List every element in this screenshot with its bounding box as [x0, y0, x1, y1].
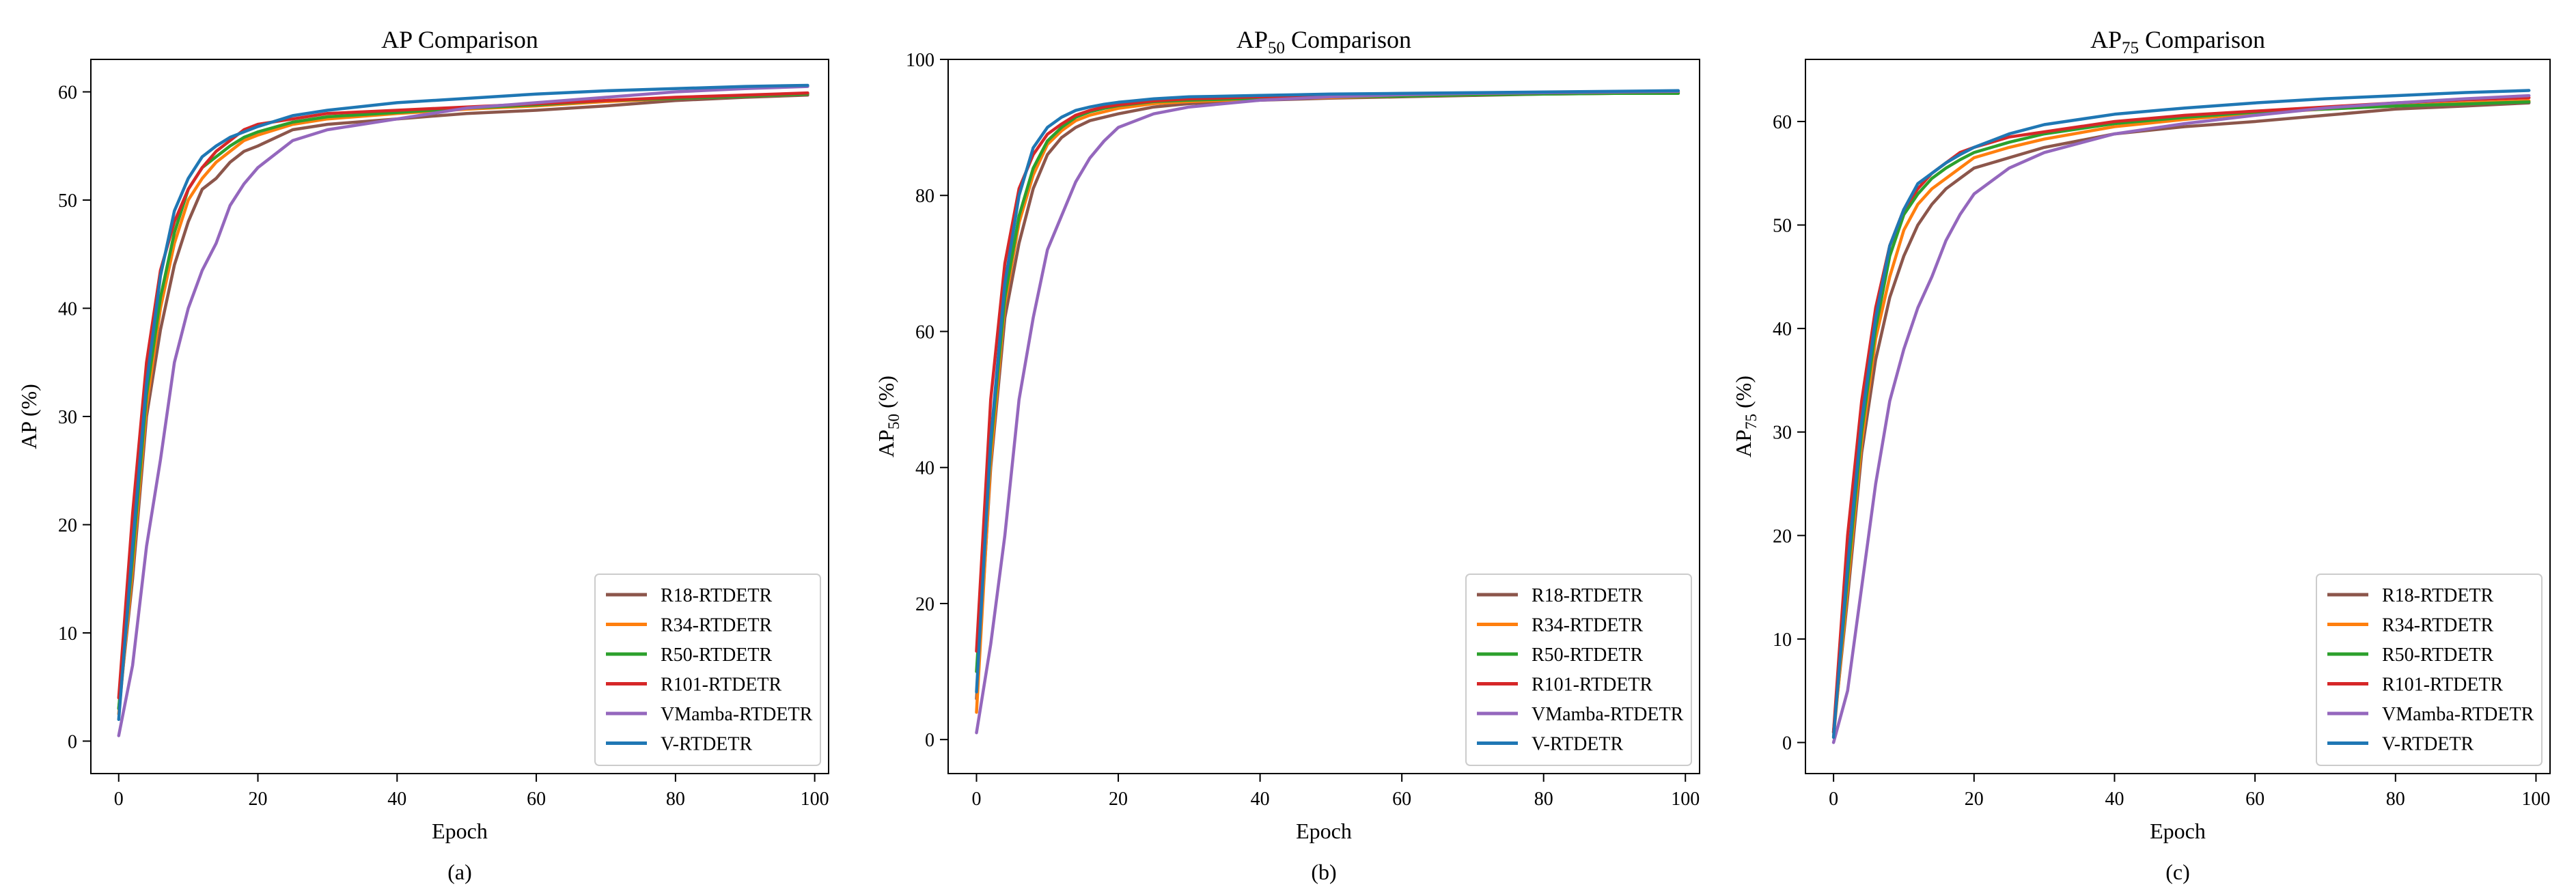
y-tick-label: 30: [1773, 423, 1792, 444]
y-tick-label: 0: [1782, 733, 1792, 754]
x-tick-label: 100: [1671, 789, 1700, 810]
panel-label-b: (b): [1311, 860, 1336, 884]
x-tick-label: 80: [1534, 789, 1553, 810]
legend-box: [2316, 574, 2543, 766]
y-tick-label: 10: [1773, 630, 1792, 651]
y-tick-label: 60: [1773, 112, 1792, 133]
chart-panel-b: 0 20 40 60 80 100 0 20 40 60 80 100 AP50 Comparison E…: [874, 26, 1700, 884]
series-line-v-rtdetr: [1831, 89, 2531, 739]
series-line-vmamba-rtdetr: [1831, 94, 2531, 744]
x-tick-label: 40: [1251, 789, 1270, 810]
legend: R18-RTDETR R34-RTDETR R50-RTDETR R101-RTDET…: [594, 574, 821, 766]
y-tick-label: 0: [68, 731, 77, 752]
y-tick-label: 40: [1773, 319, 1792, 340]
series-line-vmamba-rtdetr: [117, 85, 809, 737]
x-tick-label: 40: [387, 789, 406, 810]
y-tick-label: 50: [1773, 216, 1792, 237]
legend-box: [594, 574, 821, 766]
legend-box: [1465, 574, 1692, 766]
y-axis-label: AP (%): [16, 384, 41, 449]
legend-label: V-RTDETR: [661, 734, 753, 755]
series-line-v-rtdetr: [117, 83, 809, 722]
legend-label: R50-RTDETR: [1532, 645, 1644, 666]
chart-title: AP Comparison: [381, 26, 538, 53]
chart-title: AP50 Comparison: [1236, 26, 1411, 57]
series-line-r101-rtdetr: [975, 89, 1680, 653]
x-tick-label: 60: [527, 789, 546, 810]
x-tick-label: 40: [2105, 789, 2124, 810]
y-tick-label: 50: [58, 190, 77, 212]
legend-label: R34-RTDETR: [661, 615, 773, 636]
x-tick-label: 0: [972, 789, 982, 810]
series-line-r18-rtdetr: [117, 94, 809, 711]
series-line-v-rtdetr: [975, 89, 1680, 694]
x-tick-label: 80: [666, 789, 685, 810]
legend-label: VMamba-RTDETR: [2382, 704, 2534, 725]
legend-label: R34-RTDETR: [1532, 615, 1644, 636]
plot-frame: [947, 59, 1700, 774]
y-tick-label: 60: [915, 322, 934, 343]
x-tick-label: 0: [114, 789, 124, 810]
y-tick-label: 20: [915, 594, 934, 615]
x-tick-label: 20: [1965, 789, 1984, 810]
y-tick-label: 20: [1773, 526, 1792, 547]
legend-label: R101-RTDETR: [661, 675, 782, 696]
legend-label: R50-RTDETR: [661, 645, 773, 666]
legend-label: R101-RTDETR: [1532, 675, 1653, 696]
y-axis-label: AP75 (%): [1731, 376, 1760, 457]
legend: R18-RTDETR R34-RTDETR R50-RTDETR R101-RTDET…: [1465, 574, 1692, 766]
x-tick-label: 80: [2386, 789, 2405, 810]
x-tick-label: 100: [801, 789, 829, 810]
legend-label: R34-RTDETR: [2382, 615, 2494, 636]
chart-title: AP75 Comparison: [2090, 26, 2265, 57]
y-tick-label: 100: [906, 50, 934, 71]
legend-label: VMamba-RTDETR: [1532, 704, 1684, 725]
x-tick-label: 20: [249, 789, 268, 810]
legend-label: R50-RTDETR: [2382, 645, 2494, 666]
legend-label: R18-RTDETR: [661, 585, 773, 606]
legend-label: V-RTDETR: [2382, 734, 2474, 755]
x-tick-label: 60: [2245, 789, 2265, 810]
x-axis-label: Epoch: [1296, 819, 1352, 843]
y-tick-label: 0: [925, 730, 934, 751]
x-axis-label: Epoch: [432, 819, 488, 843]
legend-label: VMamba-RTDETR: [661, 704, 813, 725]
y-tick-label: 40: [915, 458, 934, 479]
panel-label-c: (c): [2165, 860, 2190, 884]
x-tick-label: 100: [2521, 789, 2550, 810]
y-tick-label: 40: [58, 299, 77, 320]
x-tick-label: 60: [1392, 789, 1411, 810]
legend: R18-RTDETR R34-RTDETR R50-RTDETR R101-RTDET…: [2316, 574, 2543, 766]
chart-panel-c: 0 20 40 60 80 100 0 10 20 30 40 50 60 AP75 Comparison…: [1731, 26, 2551, 884]
panel-label-a: (a): [447, 860, 472, 884]
series-line-r18-rtdetr: [1831, 101, 2531, 734]
legend-label: R18-RTDETR: [2382, 585, 2494, 606]
y-tick-label: 30: [58, 407, 77, 428]
legend-label: V-RTDETR: [1532, 734, 1624, 755]
plot-frame: [1805, 59, 2551, 774]
y-tick-label: 10: [58, 623, 77, 645]
y-tick-label: 20: [58, 515, 77, 536]
legend-label: R18-RTDETR: [1532, 585, 1644, 606]
x-tick-label: 20: [1109, 789, 1128, 810]
x-axis-label: Epoch: [2150, 819, 2206, 843]
x-tick-label: 0: [1829, 789, 1838, 810]
y-tick-label: 60: [58, 83, 77, 104]
y-tick-label: 80: [915, 186, 934, 207]
legend-label: R101-RTDETR: [2382, 675, 2504, 696]
chart-panel-a: 0 20 40 60 80 100 0 10 20 30 40 50 60 AP Comparison Ep…: [16, 26, 829, 884]
y-axis-label: AP50 (%): [874, 376, 902, 457]
